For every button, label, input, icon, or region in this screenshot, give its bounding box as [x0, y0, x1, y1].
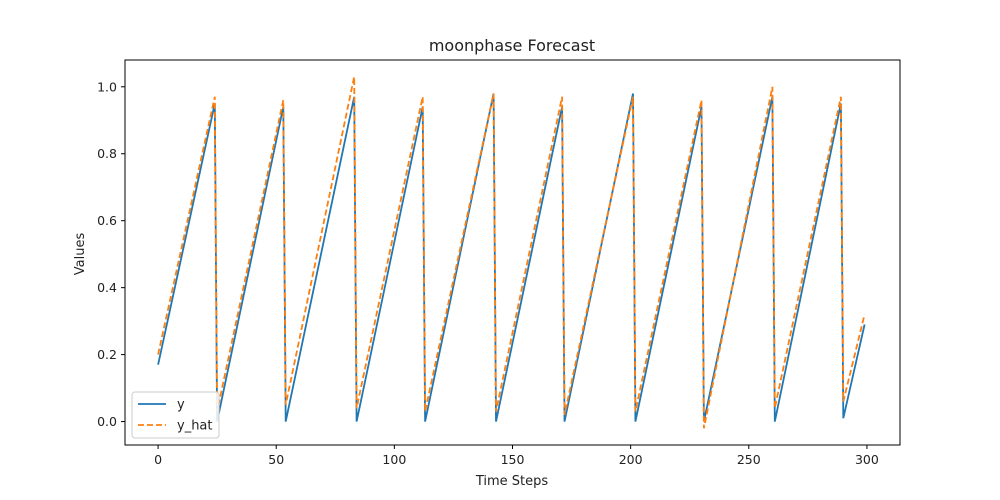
y-tick-label: 0.4	[97, 280, 117, 295]
x-tick-label: 100	[382, 452, 406, 467]
legend-label-y-hat: y_hat	[177, 419, 213, 434]
series-line-y	[157, 93, 866, 422]
x-tick-label: 300	[855, 452, 879, 467]
legend-label-y: y	[177, 398, 185, 413]
legend: y y_hat	[131, 391, 220, 439]
x-tick-label: 250	[737, 452, 761, 467]
x-tick-label: 200	[619, 452, 643, 467]
x-tick-label: 150	[501, 452, 525, 467]
y-tick-label: 0.2	[97, 347, 117, 362]
series-line-y-hat	[157, 76, 866, 429]
y-tick-label: 0.8	[97, 146, 117, 161]
chart-title: moonphase Forecast	[429, 36, 595, 55]
x-tick-label: 0	[154, 452, 162, 467]
x-axis-label: Time Steps	[475, 474, 549, 489]
y-axis-label: Values	[73, 233, 88, 276]
y-tick-label: 0.6	[97, 213, 117, 228]
x-tick-label: 50	[268, 452, 284, 467]
plot-frame	[124, 59, 901, 446]
y-tick-label: 0.0	[97, 414, 117, 429]
y-tick-label: 1.0	[97, 79, 117, 94]
plot-area: 0 50 100 150 200 250 300 0.0 0.2 0.4 0.6 0.8 1.0	[97, 59, 901, 467]
